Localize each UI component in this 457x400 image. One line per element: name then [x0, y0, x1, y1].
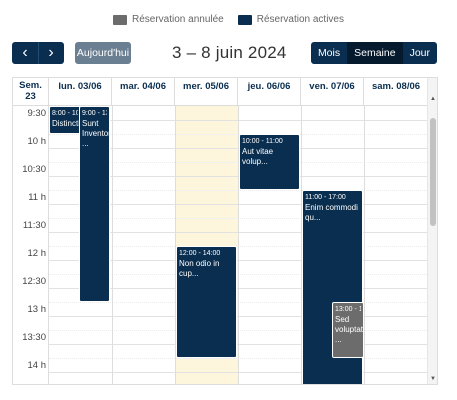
- week-label: Sem.: [19, 80, 42, 91]
- grid-line: [49, 246, 429, 247]
- event-block-cancelled[interactable]: 13:00 - 14 Sed voluptat ...: [332, 302, 364, 358]
- event-block[interactable]: 10:00 - 11:00 Aut vitae volup...: [239, 134, 300, 190]
- active-swatch: [237, 14, 252, 25]
- time-label: 10:30: [22, 164, 46, 175]
- grid-line: [49, 218, 429, 219]
- nav-group: ‹ ›: [12, 42, 64, 64]
- time-label: 13:30: [22, 332, 46, 343]
- event-block[interactable]: 9:00 - 13 Sunt Inventor ...: [79, 106, 110, 302]
- grid-line: [49, 260, 429, 261]
- event-time: 9:00 - 13: [82, 110, 107, 117]
- grid-line: [49, 288, 429, 289]
- week-calendar: Sem. 23 lun. 03/06 mar. 04/06 mer. 05/06…: [12, 77, 438, 385]
- event-time: 12:00 - 14:00: [179, 250, 221, 257]
- day-divider: [175, 106, 176, 384]
- event-time: 11:00 - 17:00: [305, 194, 346, 201]
- legend-cancelled-label: Réservation annulée: [132, 14, 224, 25]
- week-number: Sem. 23: [13, 78, 49, 106]
- grid-line: [49, 358, 429, 359]
- event-time: 8:00 - 10: [52, 110, 78, 117]
- next-week-button[interactable]: ›: [38, 42, 64, 64]
- legend-item-cancelled: Réservation annulée: [113, 14, 224, 25]
- event-block[interactable]: 12:00 - 14:00 Non odio in cup...: [176, 246, 237, 358]
- event-title: Distincti: [52, 119, 81, 128]
- day-divider: [112, 106, 113, 384]
- day-header-sat[interactable]: sam. 08/06: [364, 78, 429, 106]
- time-axis: 9:30 10 h 10:30 11 h 11:30 12 h 12:30 13…: [13, 106, 49, 384]
- day-divider: [238, 106, 239, 384]
- grid-line: [49, 302, 429, 303]
- event-title: Non odio in cup...: [179, 259, 220, 278]
- chevron-left-icon: ‹: [22, 44, 28, 61]
- day-divider: [301, 106, 302, 384]
- view-week-button[interactable]: Semaine: [347, 42, 403, 64]
- time-label: 9:30: [27, 108, 47, 119]
- scroll-down-arrow-icon[interactable]: ▼: [430, 376, 436, 382]
- time-label: 12 h: [27, 248, 47, 259]
- day-header-wed[interactable]: mer. 05/06: [175, 78, 238, 106]
- event-time: 13:00 - 14: [335, 306, 361, 313]
- time-label: 11 h: [28, 192, 46, 203]
- event-time: 10:00 - 11:00: [242, 138, 283, 145]
- scroll-up-arrow-icon[interactable]: ▲: [430, 96, 436, 102]
- grid-line: [49, 372, 429, 373]
- grid-line: [49, 232, 429, 233]
- grid-line: [49, 316, 429, 317]
- calendar-grid[interactable]: 9:30 10 h 10:30 11 h 11:30 12 h 12:30 13…: [13, 106, 429, 384]
- event-title: Enim commodi qu...: [305, 203, 358, 222]
- date-range-title: 3 – 8 juin 2024: [172, 43, 287, 62]
- view-day-button[interactable]: Jour: [402, 42, 437, 64]
- grid-line: [49, 344, 429, 345]
- time-label: 10 h: [27, 136, 47, 147]
- legend-item-active: Réservation actives: [237, 14, 344, 25]
- cancelled-swatch: [113, 14, 127, 25]
- day-header-fri[interactable]: ven. 07/06: [301, 78, 364, 106]
- calendar-toolbar: ‹ › Aujourd'hui 3 – 8 juin 2024 Mois Sem…: [12, 42, 437, 64]
- view-switcher: Mois Semaine Jour: [310, 42, 437, 64]
- event-block[interactable]: 8:00 - 10 Distincti: [49, 106, 81, 134]
- time-label: 13 h: [27, 304, 47, 315]
- vertical-scrollbar[interactable]: ▲ ▼: [427, 78, 437, 384]
- calendar-header: Sem. 23 lun. 03/06 mar. 04/06 mer. 05/06…: [13, 78, 437, 106]
- prev-week-button[interactable]: ‹: [12, 42, 38, 64]
- view-month-button[interactable]: Mois: [310, 42, 348, 64]
- today-button[interactable]: Aujourd'hui: [75, 42, 131, 64]
- day-header-mon[interactable]: lun. 03/06: [49, 78, 112, 106]
- week-value: 23: [25, 91, 36, 102]
- time-label: 12:30: [22, 276, 46, 287]
- day-header-thu[interactable]: jeu. 06/06: [238, 78, 301, 106]
- chevron-right-icon: ›: [48, 44, 54, 61]
- time-label: 11:30: [22, 220, 46, 231]
- grid-line: [49, 120, 429, 121]
- grid-line: [49, 204, 429, 205]
- grid-line: [49, 330, 429, 331]
- legend: Réservation annulée Réservation actives: [0, 14, 457, 25]
- event-title: Aut vitae volup...: [242, 147, 274, 166]
- scroll-thumb[interactable]: [430, 118, 436, 226]
- day-header-tue[interactable]: mar. 04/06: [112, 78, 175, 106]
- day-divider: [364, 106, 365, 384]
- event-title: Sunt Inventor ...: [82, 119, 110, 148]
- time-label: 14 h: [27, 360, 47, 371]
- grid-line: [49, 274, 429, 275]
- legend-active-label: Réservation actives: [256, 14, 344, 25]
- grid-line: [49, 190, 429, 191]
- event-title: Sed voluptat ...: [335, 315, 364, 344]
